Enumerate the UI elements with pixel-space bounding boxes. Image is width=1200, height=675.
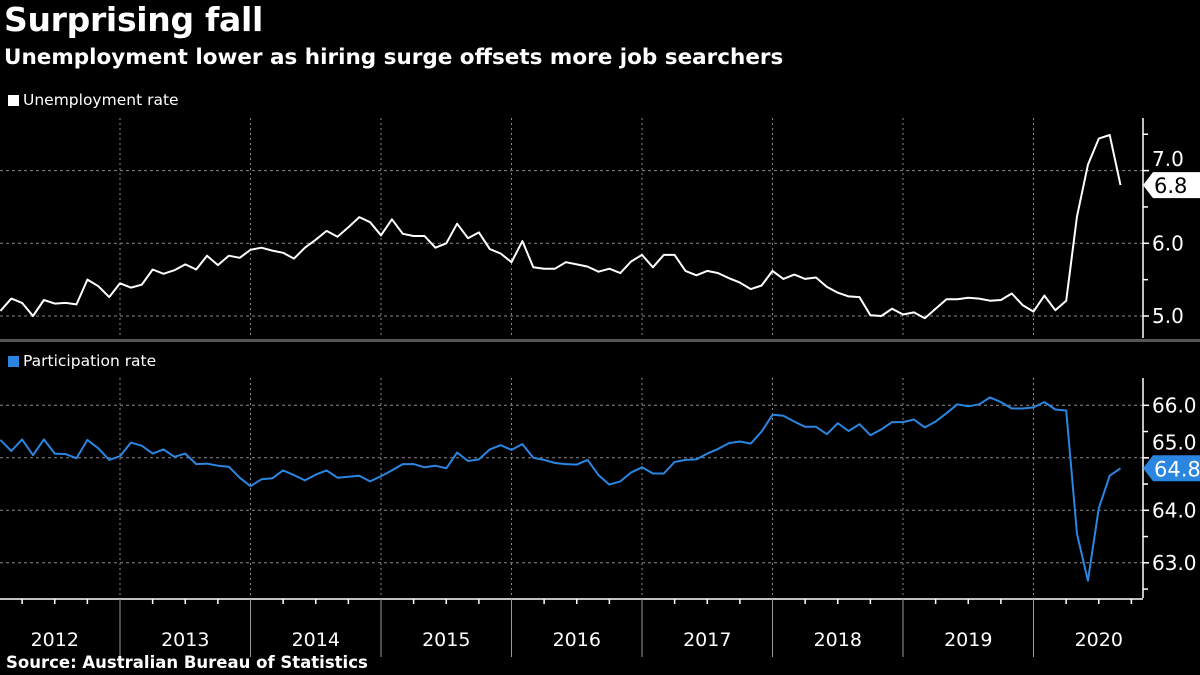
chart-title: Surprising fall [4,0,264,39]
legend-label-participation: Participation rate [23,352,157,370]
series-line-participation [0,396,1122,582]
y-tick-label: 7.0 [1152,147,1184,171]
chart-subtitle: Unemployment lower as hiring surge offse… [4,45,784,70]
legend-swatch-unemployment [8,94,19,106]
panel-participation: 63.0 64.0 65.0 66.0 64.8 [0,378,1200,598]
y-tick-label: 6.0 [1152,231,1184,255]
source-note: Source: Australian Bureau of Statistics [6,653,368,672]
x-tick-label: 2017 [683,629,731,651]
last-value-label-participation: 64.8 [1154,457,1200,481]
x-tick-label: 2014 [292,629,340,651]
legend-swatch-participation [8,355,19,367]
last-value-label-unemployment: 6.8 [1154,174,1187,198]
y-tick-label: 66.0 [1152,393,1197,417]
legend-unemployment: Unemployment rate [8,91,179,109]
x-tick-label: 2018 [814,629,862,651]
legend-label-unemployment: Unemployment rate [23,91,179,109]
x-tick-label: 2016 [553,629,601,651]
series-line-unemployment [0,134,1122,320]
last-value-marker-unemployment [1143,172,1200,199]
y-tick-label: 64.0 [1152,498,1197,522]
x-tick-label: 2015 [422,629,470,651]
x-tick-label: 2012 [31,629,79,651]
x-axis: 2012 2013 2014 2015 2016 2017 2018 2019 2020 [0,598,1143,657]
last-value-marker-participation [1143,455,1200,482]
x-tick-label: 2020 [1075,629,1123,651]
panel-unemployment: 5.0 6.0 7.0 6.8 [0,118,1200,338]
panel-divider[interactable] [0,339,1200,342]
legend-participation: Participation rate [8,352,156,370]
y-tick-label: 65.0 [1152,430,1197,454]
y-tick-label: 5.0 [1152,304,1184,328]
x-tick-label: 2013 [161,629,209,651]
y-tick-label: 63.0 [1152,551,1197,575]
x-tick-label: 2019 [944,629,992,651]
